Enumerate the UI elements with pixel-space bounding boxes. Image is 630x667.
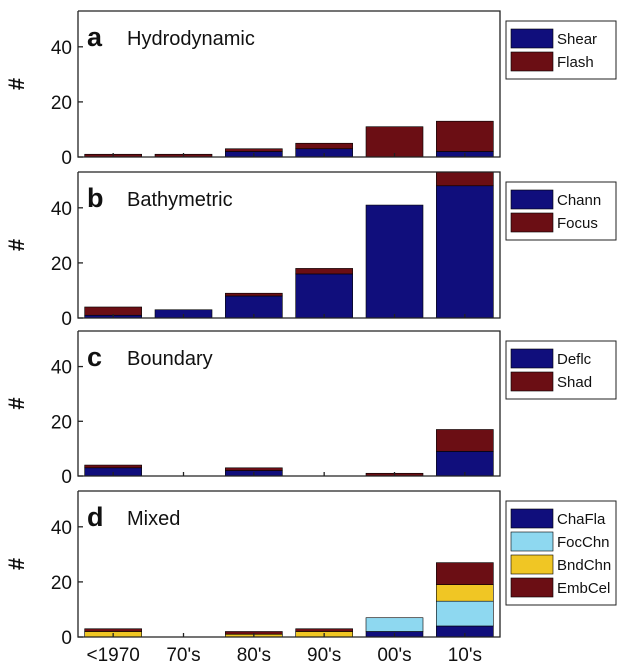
- ylabel-c: #: [4, 397, 29, 409]
- panel-title-a: Hydrodynamic: [127, 28, 255, 50]
- bar-d-bndchn-5: [436, 584, 494, 602]
- xtick-label-2: 80's: [237, 645, 271, 666]
- legend-swatch-focus: [510, 212, 554, 233]
- legend-label-chann: Chann: [557, 192, 601, 209]
- axes-frame-d: [77, 490, 501, 638]
- ylabel-b: #: [4, 239, 29, 251]
- bar-d-embcel-0: [84, 628, 142, 632]
- panel-label-d: d: [87, 502, 104, 532]
- legend-label-focus: Focus: [557, 215, 598, 232]
- ytick-label-d-40: 40: [51, 518, 72, 539]
- legend-swatch-shear: [510, 28, 554, 49]
- legend-swatch-chann: [510, 189, 554, 210]
- legend-label-deflc: Deflc: [557, 351, 592, 368]
- bar-b-chann-4: [365, 204, 424, 319]
- panel-label-b: b: [87, 183, 104, 213]
- ytick-label-a-40: 40: [51, 38, 72, 59]
- panel-title-c: Boundary: [127, 348, 213, 370]
- ytick-label-d-0: 0: [61, 628, 72, 649]
- panel-title-d: Mixed: [127, 508, 180, 530]
- xtick-label-5: 10's: [448, 645, 482, 666]
- bar-b-focus-3: [295, 268, 353, 275]
- bar-d-focchn-4: [365, 617, 424, 632]
- panel-label-a: a: [87, 22, 103, 52]
- bar-c-shad-5: [436, 429, 494, 452]
- bar-c-shad-2: [225, 467, 283, 471]
- ylabel-a: #: [4, 78, 29, 90]
- bar-d-embcel-5: [436, 562, 494, 585]
- legend-d: ChaFla FocChn BndChn EmbCel: [505, 500, 617, 606]
- panel-title-b: Bathymetric: [127, 189, 233, 211]
- ytick-label-a-20: 20: [51, 93, 72, 114]
- ytick-label-a-0: 0: [61, 148, 72, 169]
- axes-frame-c: [77, 330, 501, 477]
- bar-b-chann-5: [436, 185, 494, 319]
- bar-d-embcel-3: [295, 628, 353, 632]
- xtick-label-3: 90's: [307, 645, 341, 666]
- legend-c: Deflc Shad: [505, 340, 617, 400]
- bar-a-flash-4: [365, 126, 424, 158]
- panel-b: 0 20 40 # b Bathymetric Chann Focus: [4, 171, 617, 330]
- bar-a-flash-2: [225, 148, 283, 152]
- xtick-label-1: 70's: [166, 645, 200, 666]
- panel-c: 0 20 40 # c Boundary Deflc Shad: [4, 330, 617, 488]
- panel-a: 0 20 40 # a Hydrodynamic Shear Flash: [4, 10, 617, 169]
- bar-d-focchn-5: [436, 600, 494, 627]
- legend-swatch-focchn: [510, 531, 554, 552]
- bar-b-focus-5: [436, 171, 494, 187]
- ytick-label-d-20: 20: [51, 573, 72, 594]
- axes-frame-b: [77, 171, 501, 319]
- ytick-label-c-0: 0: [61, 467, 72, 488]
- legend-swatch-deflc: [510, 348, 554, 369]
- bar-a-flash-5: [436, 120, 494, 152]
- axes-frame-a: [77, 10, 501, 158]
- ytick-label-b-40: 40: [51, 199, 72, 220]
- ytick-label-b-0: 0: [61, 309, 72, 330]
- legend-swatch-shad: [510, 371, 554, 392]
- bar-b-focus-2: [225, 292, 283, 297]
- legend-b: Chann Focus: [505, 181, 617, 241]
- legend-swatch-flash: [510, 51, 554, 72]
- xtick-label-4: 00's: [377, 645, 411, 666]
- bar-a-flash-3: [295, 142, 353, 150]
- ytick-label-c-20: 20: [51, 412, 72, 433]
- legend-a: Shear Flash: [505, 20, 617, 80]
- bar-b-chann-3: [295, 273, 353, 319]
- legend-label-focchn: FocChn: [557, 534, 610, 551]
- panel-label-c: c: [87, 342, 102, 372]
- legend-label-bndchn: BndChn: [557, 557, 611, 574]
- ylabel-d: #: [4, 558, 29, 570]
- panel-d: 0 20 40 <1970 70's 80's 90's 00's 10's # d Mixed Cha…: [4, 490, 617, 666]
- legend-swatch-embcel: [510, 577, 554, 598]
- legend-label-embcel: EmbCel: [557, 580, 610, 597]
- legend-swatch-chafla: [510, 508, 554, 529]
- bar-c-deflc-5: [436, 451, 494, 477]
- xtick-label-0: <1970: [86, 645, 139, 666]
- bar-c-shad-0: [84, 464, 142, 469]
- ytick-label-b-20: 20: [51, 254, 72, 275]
- legend-label-flash: Flash: [557, 54, 594, 71]
- legend-label-shad: Shad: [557, 374, 592, 391]
- legend-label-shear: Shear: [557, 31, 597, 48]
- legend-swatch-bndchn: [510, 554, 554, 575]
- legend-label-chafla: ChaFla: [557, 511, 606, 528]
- ytick-label-c-40: 40: [51, 358, 72, 379]
